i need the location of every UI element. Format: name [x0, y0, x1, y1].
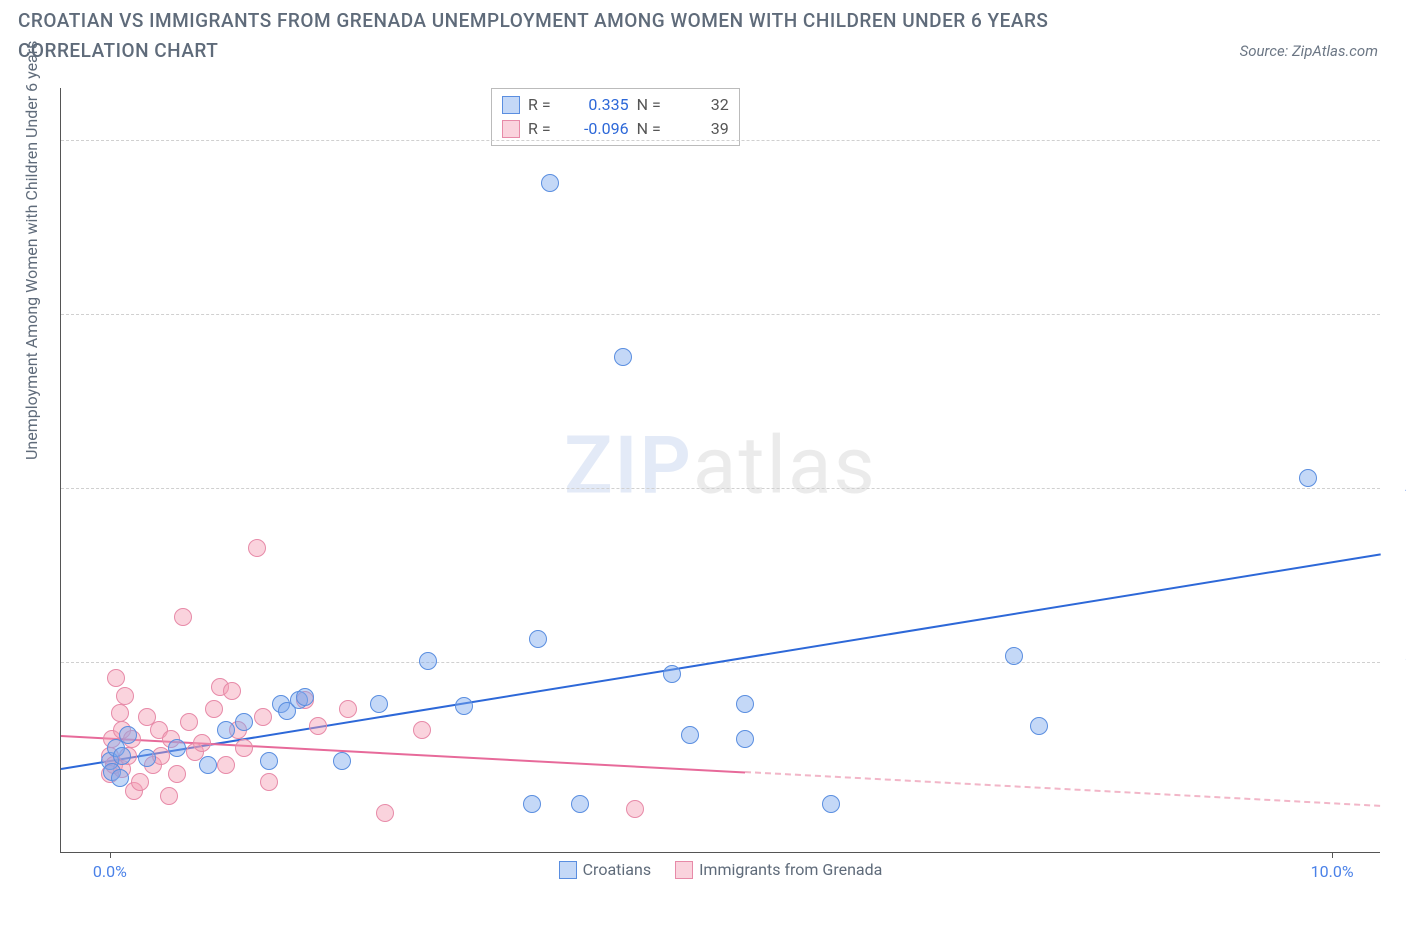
data-point — [455, 697, 473, 715]
data-point — [1005, 647, 1023, 665]
legend-item-croatians: Croatians — [559, 860, 651, 879]
data-point — [571, 795, 589, 813]
legend-label: Immigrants from Grenada — [699, 860, 882, 879]
data-point — [116, 687, 134, 705]
watermark-atlas: atlas — [693, 418, 877, 512]
data-point — [235, 739, 253, 757]
data-point — [205, 700, 223, 718]
trend-line — [745, 771, 1381, 807]
data-point — [1299, 469, 1317, 487]
data-point — [160, 787, 178, 805]
data-point — [626, 800, 644, 818]
data-point — [168, 765, 186, 783]
grid-line — [61, 488, 1380, 489]
stats-row-grenada: R = -0.096 N = 39 — [502, 117, 729, 141]
data-point — [217, 721, 235, 739]
stat-r-value: -0.096 — [559, 117, 629, 141]
swatch-icon — [502, 96, 520, 114]
x-tick-mark — [1332, 852, 1333, 858]
stat-n-label: N = — [637, 93, 661, 117]
data-point — [107, 669, 125, 687]
swatch-icon — [675, 861, 693, 879]
data-point — [339, 700, 357, 718]
data-point — [199, 756, 217, 774]
x-tick-label: 10.0% — [1311, 862, 1354, 881]
data-point — [614, 348, 632, 366]
stat-n-label: N = — [637, 117, 661, 141]
data-point — [138, 749, 156, 767]
data-point — [111, 704, 129, 722]
data-point — [736, 695, 754, 713]
data-point — [131, 773, 149, 791]
y-tick-label: 60.0% — [1388, 305, 1406, 324]
correlation-stats-box: R = 0.335 N = 32 R = -0.096 N = 39 — [491, 88, 740, 146]
y-tick-label: 40.0% — [1388, 478, 1406, 497]
y-tick-label: 80.0% — [1388, 131, 1406, 150]
data-point — [413, 721, 431, 739]
swatch-icon — [502, 120, 520, 138]
watermark-zip: ZIP — [564, 418, 693, 512]
data-point — [193, 734, 211, 752]
stat-r-label: R = — [528, 117, 551, 141]
data-point — [254, 708, 272, 726]
scatter-plot-area: ZIPatlas R = 0.335 N = 32 R = -0.096 N =… — [60, 88, 1380, 853]
stat-r-value: 0.335 — [559, 93, 629, 117]
legend-label: Croatians — [583, 860, 651, 879]
data-point — [529, 630, 547, 648]
data-point — [663, 665, 681, 683]
chart-title: CROATIAN VS IMMIGRANTS FROM GRENADA UNEM… — [18, 6, 1138, 67]
data-point — [419, 652, 437, 670]
data-point — [1030, 717, 1048, 735]
data-point — [248, 539, 266, 557]
data-point — [296, 688, 314, 706]
chart-frame: CROATIAN VS IMMIGRANTS FROM GRENADA UNEM… — [0, 0, 1406, 930]
data-point — [119, 726, 137, 744]
data-point — [736, 730, 754, 748]
y-tick-label: 20.0% — [1388, 652, 1406, 671]
x-tick-mark — [110, 852, 111, 858]
data-point — [370, 695, 388, 713]
stat-r-label: R = — [528, 93, 551, 117]
stats-row-croatians: R = 0.335 N = 32 — [502, 93, 729, 117]
data-point — [681, 726, 699, 744]
data-point — [113, 747, 131, 765]
stat-n-value: 39 — [669, 117, 729, 141]
grid-line — [61, 140, 1380, 141]
data-point — [111, 769, 129, 787]
y-axis-label: Unemployment Among Women with Children U… — [22, 41, 41, 460]
data-point — [217, 756, 235, 774]
source-attribution: Source: ZipAtlas.com — [1240, 42, 1378, 60]
data-point — [260, 773, 278, 791]
stat-n-value: 32 — [669, 93, 729, 117]
data-point — [180, 713, 198, 731]
swatch-icon — [559, 861, 577, 879]
data-point — [376, 804, 394, 822]
series-legend: Croatians Immigrants from Grenada — [61, 860, 1380, 879]
data-point — [235, 713, 253, 731]
data-point — [223, 682, 241, 700]
data-point — [541, 174, 559, 192]
watermark: ZIPatlas — [564, 418, 877, 512]
data-point — [309, 717, 327, 735]
data-point — [168, 739, 186, 757]
data-point — [523, 795, 541, 813]
grid-line — [61, 314, 1380, 315]
data-point — [333, 752, 351, 770]
x-tick-label: 0.0% — [93, 862, 127, 881]
data-point — [822, 795, 840, 813]
data-point — [174, 608, 192, 626]
data-point — [260, 752, 278, 770]
legend-item-grenada: Immigrants from Grenada — [675, 860, 882, 879]
